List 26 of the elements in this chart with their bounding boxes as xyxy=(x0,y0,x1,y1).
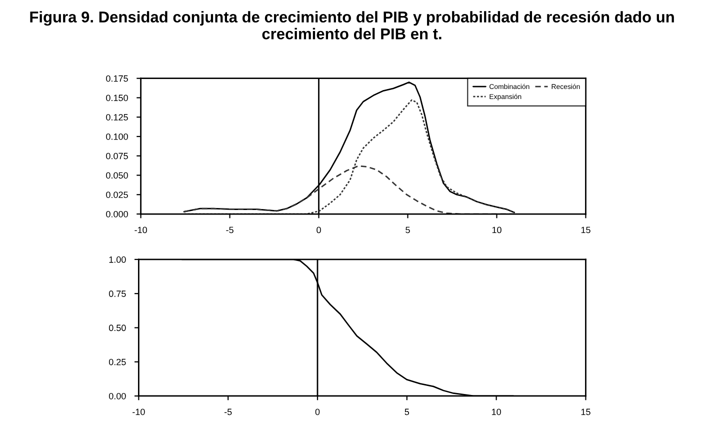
y-tick-label: 0.100 xyxy=(106,133,128,140)
y-tick-label: 0.75 xyxy=(108,290,126,297)
x-tick-label: -5 xyxy=(226,226,234,234)
x-tick-label: 15 xyxy=(581,226,590,234)
y-tick-label: 0.075 xyxy=(106,152,128,160)
y-tick-label: 0.175 xyxy=(106,75,128,82)
y-tick-label: 0.025 xyxy=(106,192,128,198)
x-tick-label: 10 xyxy=(492,226,502,234)
x-tick-label: 0 xyxy=(315,408,320,416)
chart-title: Figura 9. Densidad conjunta de crecimiento del PIB y probabilidad de recesión dado un crecimiento del PIB en t. xyxy=(30,10,674,40)
y-tick-label: 0.050 xyxy=(106,172,128,179)
x-tick-label: -5 xyxy=(224,408,232,416)
x-tick-label: 15 xyxy=(581,408,590,416)
y-tick-label: 0.00 xyxy=(108,392,126,400)
x-tick-label: 5 xyxy=(404,408,410,416)
y-tick-label: 0.25 xyxy=(108,358,126,366)
x-tick-label: -10 xyxy=(132,408,145,416)
x-tick-label: -10 xyxy=(134,226,147,234)
x-tick-label: 5 xyxy=(406,226,410,234)
y-tick-label: 0.125 xyxy=(106,114,128,120)
y-tick-label: 1.00 xyxy=(109,256,126,263)
y-tick-label: 0.000 xyxy=(106,210,128,218)
y-tick-label: 0.50 xyxy=(108,324,126,332)
y-tick-label: 0.150 xyxy=(106,94,128,102)
x-tick-label: 10 xyxy=(492,408,501,416)
x-tick-label: 0 xyxy=(316,226,321,234)
